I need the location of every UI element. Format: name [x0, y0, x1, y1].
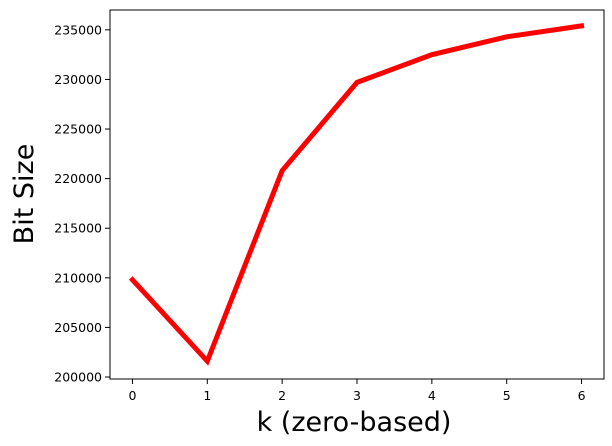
y-tick-label: 215000: [54, 221, 102, 236]
x-tick-label: 5: [503, 388, 511, 403]
y-tick-label: 230000: [54, 72, 102, 87]
series-layer: [128, 23, 585, 366]
series-line: [128, 23, 585, 366]
plot-frame: [109, 9, 605, 380]
x-tick-label: 0: [128, 388, 136, 403]
ticks-layer: 0 1 2 3 4 5 6 200000 205000 210000 215000 220000 225…: [54, 22, 585, 403]
x-tick-label: 1: [203, 388, 211, 403]
y-tick-label: 200000: [54, 370, 102, 385]
y-tick-label: 225000: [54, 122, 102, 137]
y-tick-label: 220000: [54, 171, 102, 186]
x-tick-label: 4: [428, 388, 436, 403]
y-tick-label: 235000: [54, 22, 102, 37]
x-tick-label: 3: [353, 388, 361, 403]
y-tick-label: 210000: [54, 270, 102, 285]
y-tick-label: 205000: [54, 320, 102, 335]
x-tick-label: 2: [278, 388, 286, 403]
y-axis-title: Bit Size: [9, 144, 40, 245]
x-axis-title: k (zero-based): [257, 407, 452, 438]
x-tick-label: 6: [578, 388, 586, 403]
